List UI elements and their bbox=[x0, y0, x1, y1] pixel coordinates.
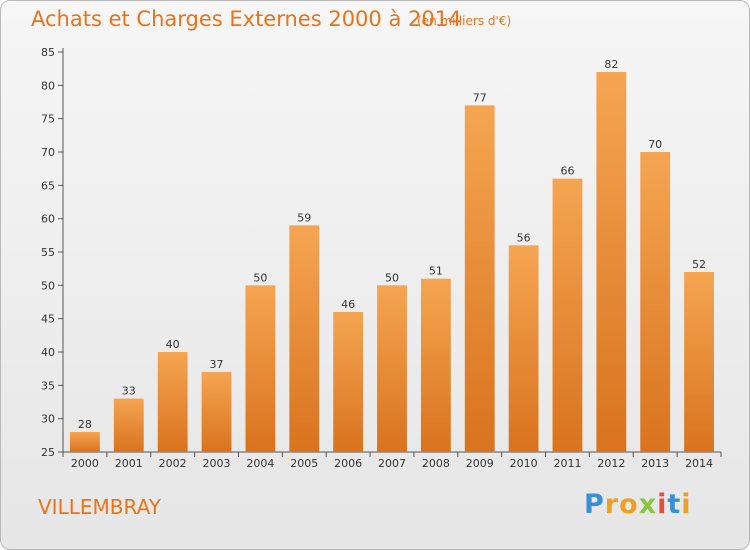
data-label-2013: 70 bbox=[648, 138, 662, 151]
logo-letter: i bbox=[657, 489, 668, 520]
bar-2014 bbox=[684, 272, 714, 452]
data-label-2005: 59 bbox=[297, 211, 311, 224]
y-tick-label: 85 bbox=[41, 46, 55, 59]
bar-2011 bbox=[552, 178, 583, 452]
chart-title: Achats et Charges Externes 2000 à 2014 bbox=[31, 7, 462, 31]
x-tick-label: 2010 bbox=[510, 457, 538, 470]
y-tick-label: 65 bbox=[41, 179, 55, 192]
data-label-2012: 82 bbox=[604, 58, 618, 71]
y-tick-label: 40 bbox=[41, 346, 55, 359]
bar-2012 bbox=[596, 72, 627, 452]
y-tick-label: 60 bbox=[41, 213, 55, 226]
commune-name: VILLEMBRAY bbox=[38, 495, 161, 519]
data-label-2008: 51 bbox=[429, 265, 443, 278]
bar-2001 bbox=[113, 398, 144, 452]
bar-2000 bbox=[70, 432, 100, 452]
logo-letter: o bbox=[619, 489, 639, 520]
x-tick-label: 2012 bbox=[597, 457, 625, 470]
data-label-2014: 52 bbox=[692, 258, 706, 271]
data-label-2009: 77 bbox=[473, 91, 487, 104]
data-label-2011: 66 bbox=[560, 165, 574, 178]
x-tick-label: 2007 bbox=[378, 457, 406, 470]
logo-letter: r bbox=[604, 489, 620, 520]
x-tick-label: 2013 bbox=[641, 457, 669, 470]
bar-2005 bbox=[289, 225, 320, 452]
data-label-2006: 46 bbox=[341, 298, 355, 311]
data-label-2010: 56 bbox=[517, 231, 531, 244]
x-tick-label: 2009 bbox=[466, 457, 494, 470]
x-tick-label: 2002 bbox=[159, 457, 187, 470]
data-label-2001: 33 bbox=[122, 385, 136, 398]
x-tick-label: 2006 bbox=[334, 457, 362, 470]
bar-2013 bbox=[640, 152, 671, 452]
x-tick-label: 2014 bbox=[685, 457, 713, 470]
x-tick-label: 2011 bbox=[553, 457, 581, 470]
y-tick-label: 45 bbox=[41, 313, 55, 326]
bar-2007 bbox=[377, 285, 407, 452]
y-tick-label: 50 bbox=[41, 279, 55, 292]
data-label-2003: 37 bbox=[210, 358, 224, 371]
x-tick-label: 2004 bbox=[246, 457, 274, 470]
y-tick-label: 25 bbox=[41, 446, 55, 459]
y-tick-label: 70 bbox=[41, 146, 55, 159]
logo-letter: P bbox=[584, 489, 605, 520]
bar-2004 bbox=[245, 285, 276, 452]
y-tick-label: 75 bbox=[41, 113, 55, 126]
data-label-2002: 40 bbox=[166, 338, 180, 351]
y-axis: 25 30 35 40 45 50 55 60 65 70 75 80 85 bbox=[41, 46, 64, 459]
x-tick-label: 2001 bbox=[115, 457, 143, 470]
y-tick-label: 30 bbox=[41, 413, 55, 426]
bar-series: 28 33 40 37 50 59 46 50 51 77 56 66 82 70 52 bbox=[70, 58, 714, 452]
data-label-2000: 28 bbox=[78, 418, 92, 431]
bar-2008 bbox=[420, 278, 451, 452]
bar-2006 bbox=[333, 312, 364, 452]
bar-2010 bbox=[508, 245, 539, 452]
x-axis: 2000 2001 2002 2003 2004 2005 2006 2007 2008 2009… bbox=[62, 451, 722, 470]
chart-subtitle: (en milliers d'€) bbox=[417, 14, 512, 28]
x-tick-label: 2008 bbox=[422, 457, 450, 470]
data-label-2007: 50 bbox=[385, 271, 399, 284]
y-tick-label: 80 bbox=[41, 79, 55, 92]
bar-2009 bbox=[464, 105, 495, 452]
x-tick-label: 2000 bbox=[71, 457, 99, 470]
logo-letter: x bbox=[638, 489, 658, 520]
data-label-2004: 50 bbox=[253, 271, 267, 284]
x-tick-label: 2005 bbox=[290, 457, 318, 470]
bar-2002 bbox=[157, 352, 188, 452]
x-tick-label: 2003 bbox=[203, 457, 231, 470]
proxiti-logo: Proxiti bbox=[584, 489, 692, 520]
logo-letter: i bbox=[681, 489, 692, 520]
logo-letter: t bbox=[667, 489, 682, 520]
y-tick-label: 35 bbox=[41, 379, 55, 392]
bar-2003 bbox=[201, 372, 232, 452]
y-tick-label: 55 bbox=[41, 246, 55, 259]
